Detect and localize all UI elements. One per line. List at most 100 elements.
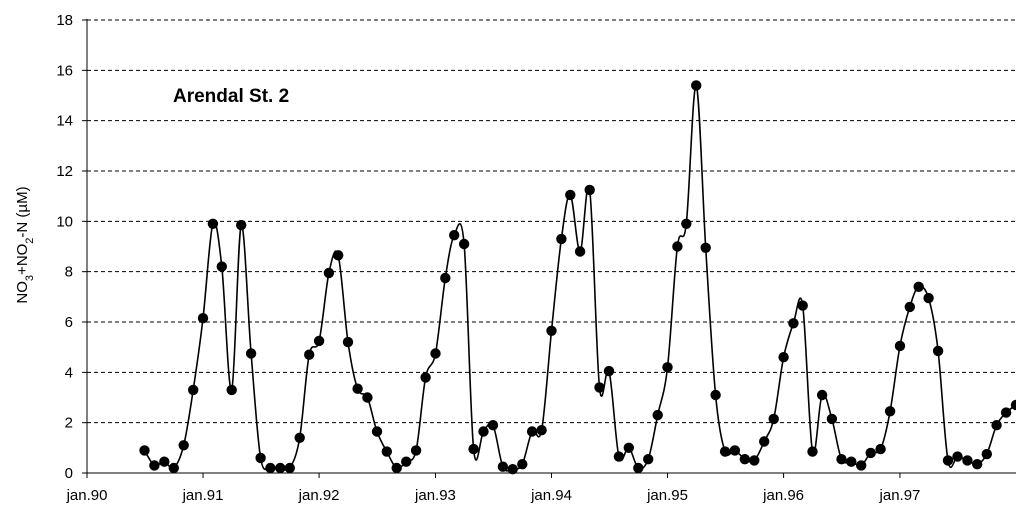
x-tick-label: jan.93 [414,487,456,504]
data-point [149,460,160,471]
series-group [139,80,1016,475]
data-point [168,462,179,474]
data-point [759,436,770,447]
data-point [159,456,170,467]
data-point [865,447,876,459]
data-point [371,426,383,437]
data-point [381,446,392,457]
data-point [352,383,363,394]
data-point [139,445,150,456]
data-point [245,348,257,359]
data-point [507,464,518,475]
data-point [226,384,237,396]
data-point [894,340,906,352]
data-point [972,459,983,470]
data-point [574,246,586,257]
data-point [487,420,499,431]
x-tick-label: jan.95 [646,487,688,504]
data-point [275,462,286,474]
x-tick-labels: jan.90 jan.91 jan.92 jan.93 jan.94 jan.95 jan.… [66,487,921,504]
data-point [788,318,799,329]
y-label-part-e: -N (µM) [14,186,31,237]
data-point [1010,399,1016,411]
data-point [526,426,538,437]
data-point [216,261,227,272]
data-point [536,425,547,436]
data-point [1000,407,1012,418]
data-point [284,462,295,474]
data-point [681,218,692,229]
data-point [178,440,189,451]
data-point [729,445,741,456]
data-point [197,313,209,324]
data-point [633,462,644,474]
x-tick-label: jan.92 [298,487,340,504]
y-tick-label: 0 [65,465,73,482]
data-point [846,456,857,467]
y-tick-label: 18 [56,12,73,29]
data-point [440,272,451,284]
data-point [904,301,915,313]
data-point [875,443,886,455]
data-point [884,406,896,417]
x-tick-label: jan.97 [879,487,921,504]
data-point [719,446,731,457]
data-point [739,454,750,465]
data-point [594,382,605,393]
y-tick-label: 2 [65,415,73,432]
y-label-part-d: 2 [24,238,36,244]
data-point [826,413,838,425]
x-tick-label: jan.94 [530,487,572,504]
data-point [662,362,673,373]
data-point [652,409,663,421]
grid-lines [87,19,1016,424]
y-tick-label: 16 [56,62,73,79]
y-tick-label: 6 [65,314,73,331]
data-point [430,348,441,359]
data-point [391,462,402,474]
data-point [952,451,963,462]
y-tick-label: 14 [56,113,73,130]
data-point [188,384,199,396]
data-point [807,446,818,457]
data-point [856,460,867,471]
data-point [313,335,325,347]
x-tick-label: jan.96 [762,487,804,504]
data-point [410,445,422,456]
y-tick-labels: 0 2 4 6 8 10 12 14 16 18 [56,12,73,482]
data-point [236,219,247,231]
data-point [932,345,944,357]
data-point [962,455,973,466]
y-label-part-b: 3 [24,275,36,281]
data-point [623,442,634,453]
data-point [643,454,654,465]
data-point [672,241,683,252]
data-point [294,432,305,443]
y-label-part-a: NO [14,281,31,304]
data-point [913,281,924,292]
data-point [778,352,789,363]
data-point [836,454,847,465]
data-point [613,451,625,462]
data-point [981,448,992,460]
x-tick-label: jan.91 [182,487,224,504]
x-tick-label: jan.90 [66,487,108,504]
data-point [691,80,702,91]
data-point [797,300,808,311]
data-point [710,389,721,401]
data-point [584,184,595,196]
data-point [603,365,615,377]
data-point [265,462,276,474]
data-point [304,349,315,360]
data-point [565,189,576,201]
data-point [449,230,460,241]
data-point [546,325,557,336]
data-point [468,443,479,455]
data-point [497,461,509,472]
data-point [420,372,431,383]
chart-title: Arendal St. 2 [173,86,289,107]
data-point [342,336,354,348]
data-point [255,452,266,464]
data-point [700,242,711,253]
